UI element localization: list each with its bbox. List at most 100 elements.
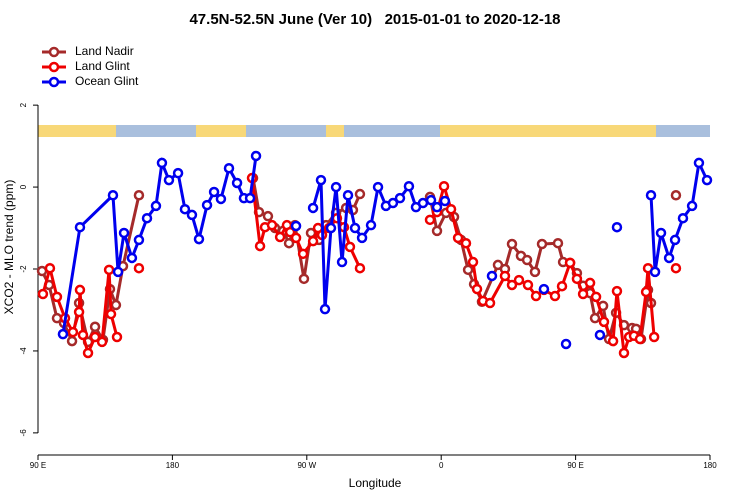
legend-marker (48, 61, 60, 73)
point (254, 240, 266, 252)
point (438, 181, 450, 192)
point (110, 299, 122, 311)
point (701, 174, 713, 186)
legend-label: Land Nadir (75, 44, 134, 58)
point (172, 167, 184, 179)
point (307, 202, 319, 214)
point (607, 335, 619, 347)
point (589, 312, 601, 324)
point (290, 232, 302, 244)
point (354, 188, 366, 200)
x-tick-label: 90 E (567, 461, 583, 470)
point (307, 235, 319, 247)
point (89, 321, 101, 333)
point (349, 222, 361, 234)
point (564, 257, 576, 269)
point (315, 174, 327, 186)
point (598, 316, 610, 328)
y-tick-label: 0 (19, 184, 28, 189)
point (112, 266, 124, 278)
point (297, 248, 309, 260)
y-tick-label: -2 (19, 265, 28, 273)
point (394, 192, 406, 204)
point (82, 347, 94, 359)
point (163, 174, 175, 186)
point (611, 285, 623, 297)
point (319, 303, 331, 315)
point (89, 331, 101, 343)
point (669, 234, 681, 246)
point (298, 273, 310, 285)
point (223, 162, 235, 174)
point (266, 219, 278, 231)
point (262, 210, 274, 222)
point (431, 201, 443, 213)
legend-marker (48, 76, 60, 88)
point (590, 291, 602, 303)
y-tick-label: -6 (19, 429, 28, 437)
point (521, 254, 533, 266)
ocean-band (116, 125, 196, 137)
point (552, 237, 564, 249)
point (186, 209, 198, 221)
point (597, 300, 609, 312)
point (67, 326, 79, 338)
point (290, 220, 302, 232)
point (560, 338, 572, 350)
point (655, 227, 667, 239)
y-axis-label: XCO2 - MLO trend (ppm) (2, 180, 16, 315)
point (663, 252, 675, 264)
point (330, 181, 342, 193)
point (201, 199, 213, 211)
point (645, 190, 657, 201)
point (103, 264, 115, 276)
point (634, 333, 646, 345)
point (462, 264, 474, 276)
point (325, 222, 337, 234)
point (471, 283, 483, 295)
point (584, 277, 596, 289)
chart-title: 47.5N-52.5N June (Ver 10) 2015-01-01 to … (189, 11, 560, 28)
point (439, 195, 451, 207)
series-line (61, 155, 709, 335)
point (670, 190, 682, 201)
point (571, 273, 583, 285)
point (107, 190, 119, 201)
point (74, 284, 86, 296)
point (126, 252, 138, 264)
x-tick-label: 180 (703, 461, 717, 470)
series-line (42, 178, 676, 342)
point (111, 331, 123, 343)
point (105, 308, 117, 320)
point (452, 232, 464, 244)
y-tick-label: 2 (19, 102, 28, 107)
x-axis-label: Longitude (349, 476, 402, 490)
point (133, 234, 145, 246)
point (141, 212, 153, 224)
point (133, 190, 145, 201)
point (594, 329, 606, 341)
point (215, 193, 227, 205)
point (618, 347, 630, 359)
x-tick-label: 0 (439, 461, 444, 470)
point (677, 212, 689, 224)
x-tick-label: 90 E (30, 461, 46, 470)
surface-band (38, 125, 710, 137)
point (342, 190, 354, 201)
point (484, 297, 496, 309)
point (179, 203, 191, 215)
point (283, 237, 295, 249)
point (556, 280, 568, 292)
point (387, 197, 399, 209)
point (536, 238, 548, 250)
point (193, 233, 205, 245)
point (37, 288, 49, 300)
legend-label: Ocean Glint (75, 74, 139, 88)
legend-marker (48, 46, 60, 58)
point (648, 331, 660, 343)
point (73, 306, 85, 318)
point (156, 157, 168, 169)
point (529, 266, 541, 278)
point (611, 221, 623, 233)
